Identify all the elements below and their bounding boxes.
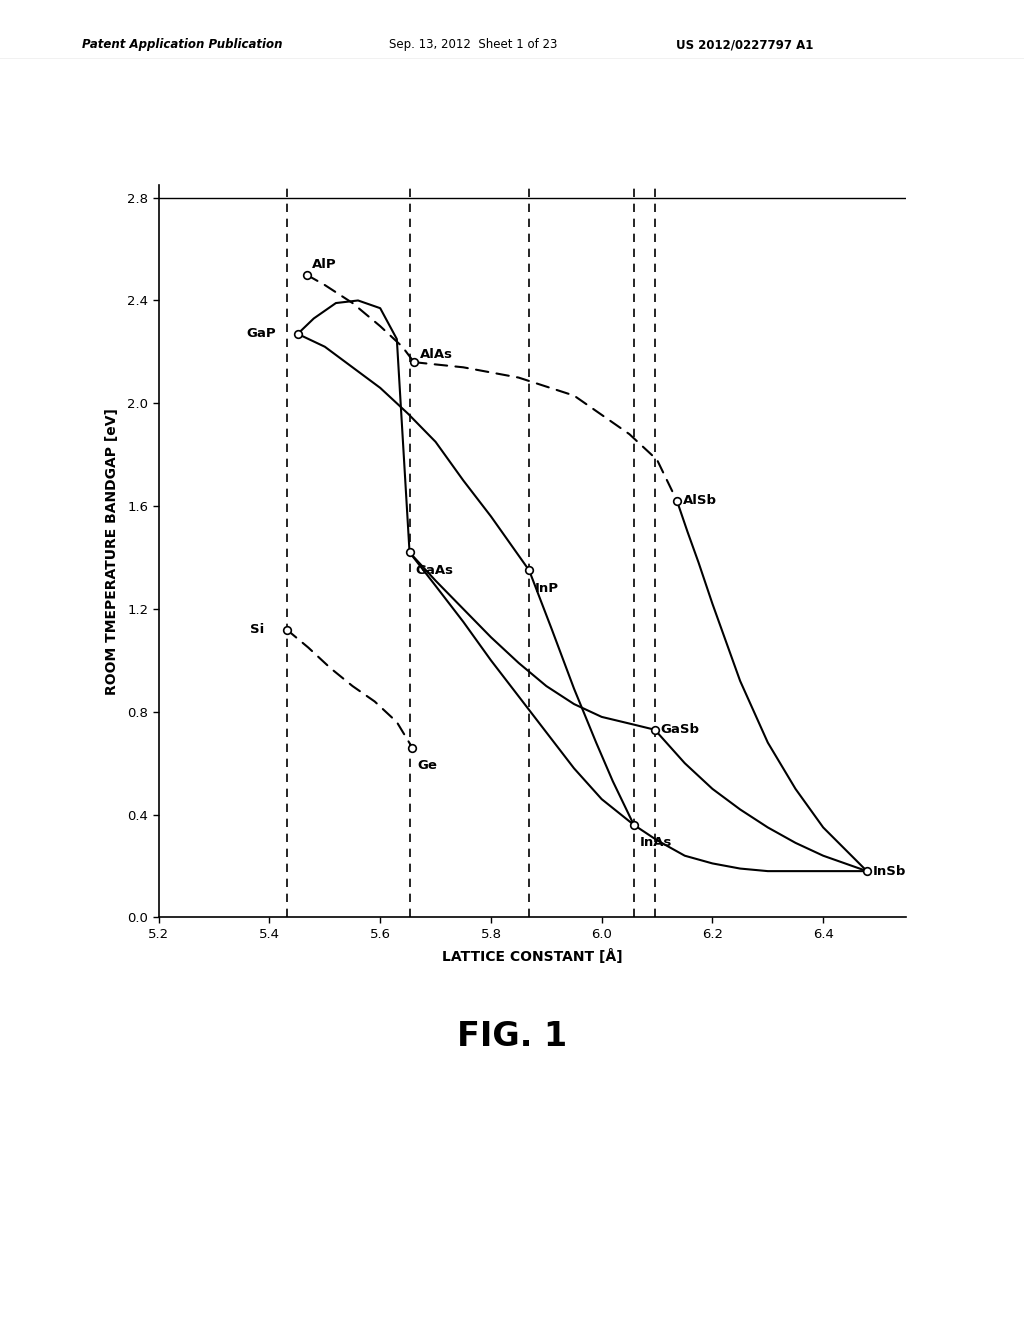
Y-axis label: ROOM TMEPERATURE BANDGAP [eV]: ROOM TMEPERATURE BANDGAP [eV] xyxy=(104,408,119,694)
Text: InAs: InAs xyxy=(639,837,672,849)
Text: GaSb: GaSb xyxy=(660,723,699,737)
Text: FIG. 1: FIG. 1 xyxy=(457,1019,567,1053)
Text: InSb: InSb xyxy=(872,865,906,878)
Text: GaP: GaP xyxy=(246,327,275,341)
Text: Ge: Ge xyxy=(418,759,437,772)
Text: GaAs: GaAs xyxy=(415,564,453,577)
Text: AlAs: AlAs xyxy=(420,348,453,360)
Text: Si: Si xyxy=(250,623,264,636)
Text: AlSb: AlSb xyxy=(683,495,717,507)
Text: AlP: AlP xyxy=(312,257,337,271)
Text: US 2012/0227797 A1: US 2012/0227797 A1 xyxy=(676,38,813,51)
Text: InP: InP xyxy=(535,582,559,595)
X-axis label: LATTICE CONSTANT [Å]: LATTICE CONSTANT [Å] xyxy=(442,949,623,964)
Text: Patent Application Publication: Patent Application Publication xyxy=(82,38,283,51)
Text: Sep. 13, 2012  Sheet 1 of 23: Sep. 13, 2012 Sheet 1 of 23 xyxy=(389,38,557,51)
